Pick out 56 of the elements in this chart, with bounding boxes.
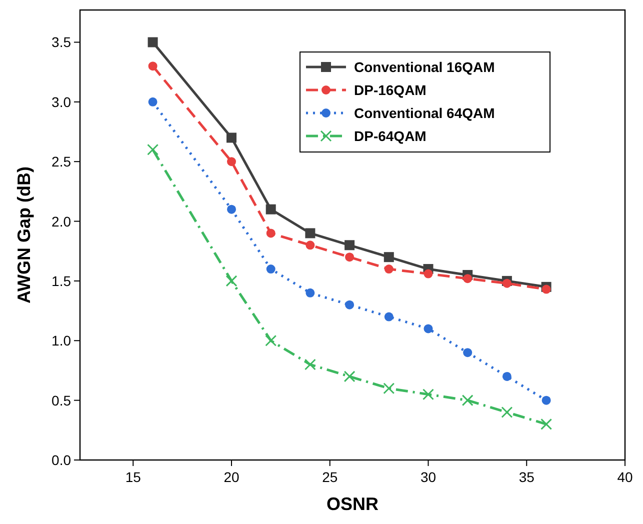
point bbox=[542, 284, 551, 294]
legend-label: Conventional 16QAM bbox=[354, 59, 495, 75]
point bbox=[540, 418, 552, 430]
point bbox=[424, 324, 433, 334]
y-tick-label: 3.0 bbox=[52, 94, 72, 110]
point bbox=[344, 370, 356, 382]
point bbox=[306, 288, 315, 298]
x-tick-label: 35 bbox=[518, 469, 535, 485]
y-tick-label: 2.5 bbox=[52, 154, 72, 170]
point bbox=[424, 269, 433, 278]
point bbox=[148, 97, 158, 106]
y-tick-label: 2.0 bbox=[52, 213, 72, 230]
point bbox=[384, 252, 394, 262]
point bbox=[266, 204, 276, 214]
point bbox=[148, 62, 158, 71]
point bbox=[383, 382, 395, 394]
legend-label: Conventional 64QAM bbox=[354, 105, 495, 121]
point bbox=[502, 278, 512, 288]
y-tick-label: 3.5 bbox=[52, 34, 72, 50]
point bbox=[384, 264, 394, 274]
point bbox=[148, 37, 158, 48]
point bbox=[463, 348, 472, 358]
y-tick-label: 1.0 bbox=[52, 332, 72, 349]
point bbox=[265, 334, 277, 346]
point bbox=[226, 275, 238, 287]
legend-label: DP-16QAM bbox=[354, 82, 426, 98]
point bbox=[501, 406, 513, 418]
x-tick-label: 30 bbox=[420, 469, 436, 485]
x-tick-label: 25 bbox=[322, 469, 338, 485]
point bbox=[542, 396, 551, 405]
point bbox=[147, 144, 159, 156]
point bbox=[304, 358, 316, 370]
point bbox=[502, 372, 512, 381]
point bbox=[305, 228, 316, 238]
point bbox=[306, 240, 315, 250]
legend-label: DP-64QAM bbox=[354, 128, 426, 144]
point bbox=[226, 132, 236, 143]
point bbox=[266, 264, 276, 274]
point bbox=[463, 274, 472, 284]
point bbox=[422, 388, 434, 400]
x-tick-label: 15 bbox=[125, 469, 142, 485]
point bbox=[345, 300, 354, 310]
x-tick-label: 40 bbox=[617, 469, 633, 485]
point bbox=[344, 240, 355, 250]
y-tick-label: 0.0 bbox=[52, 452, 72, 468]
point bbox=[266, 228, 276, 238]
x-axis-title: OSNR bbox=[326, 494, 379, 514]
x-tick-label: 20 bbox=[224, 469, 240, 485]
point bbox=[345, 252, 354, 262]
point bbox=[227, 204, 236, 214]
point bbox=[462, 394, 474, 406]
point bbox=[227, 157, 236, 166]
y-axis-title: AWGN Gap (dB) bbox=[14, 166, 34, 304]
y-tick-label: 0.5 bbox=[52, 392, 72, 408]
y-tick-label: 1.5 bbox=[52, 272, 72, 289]
point bbox=[384, 312, 394, 322]
